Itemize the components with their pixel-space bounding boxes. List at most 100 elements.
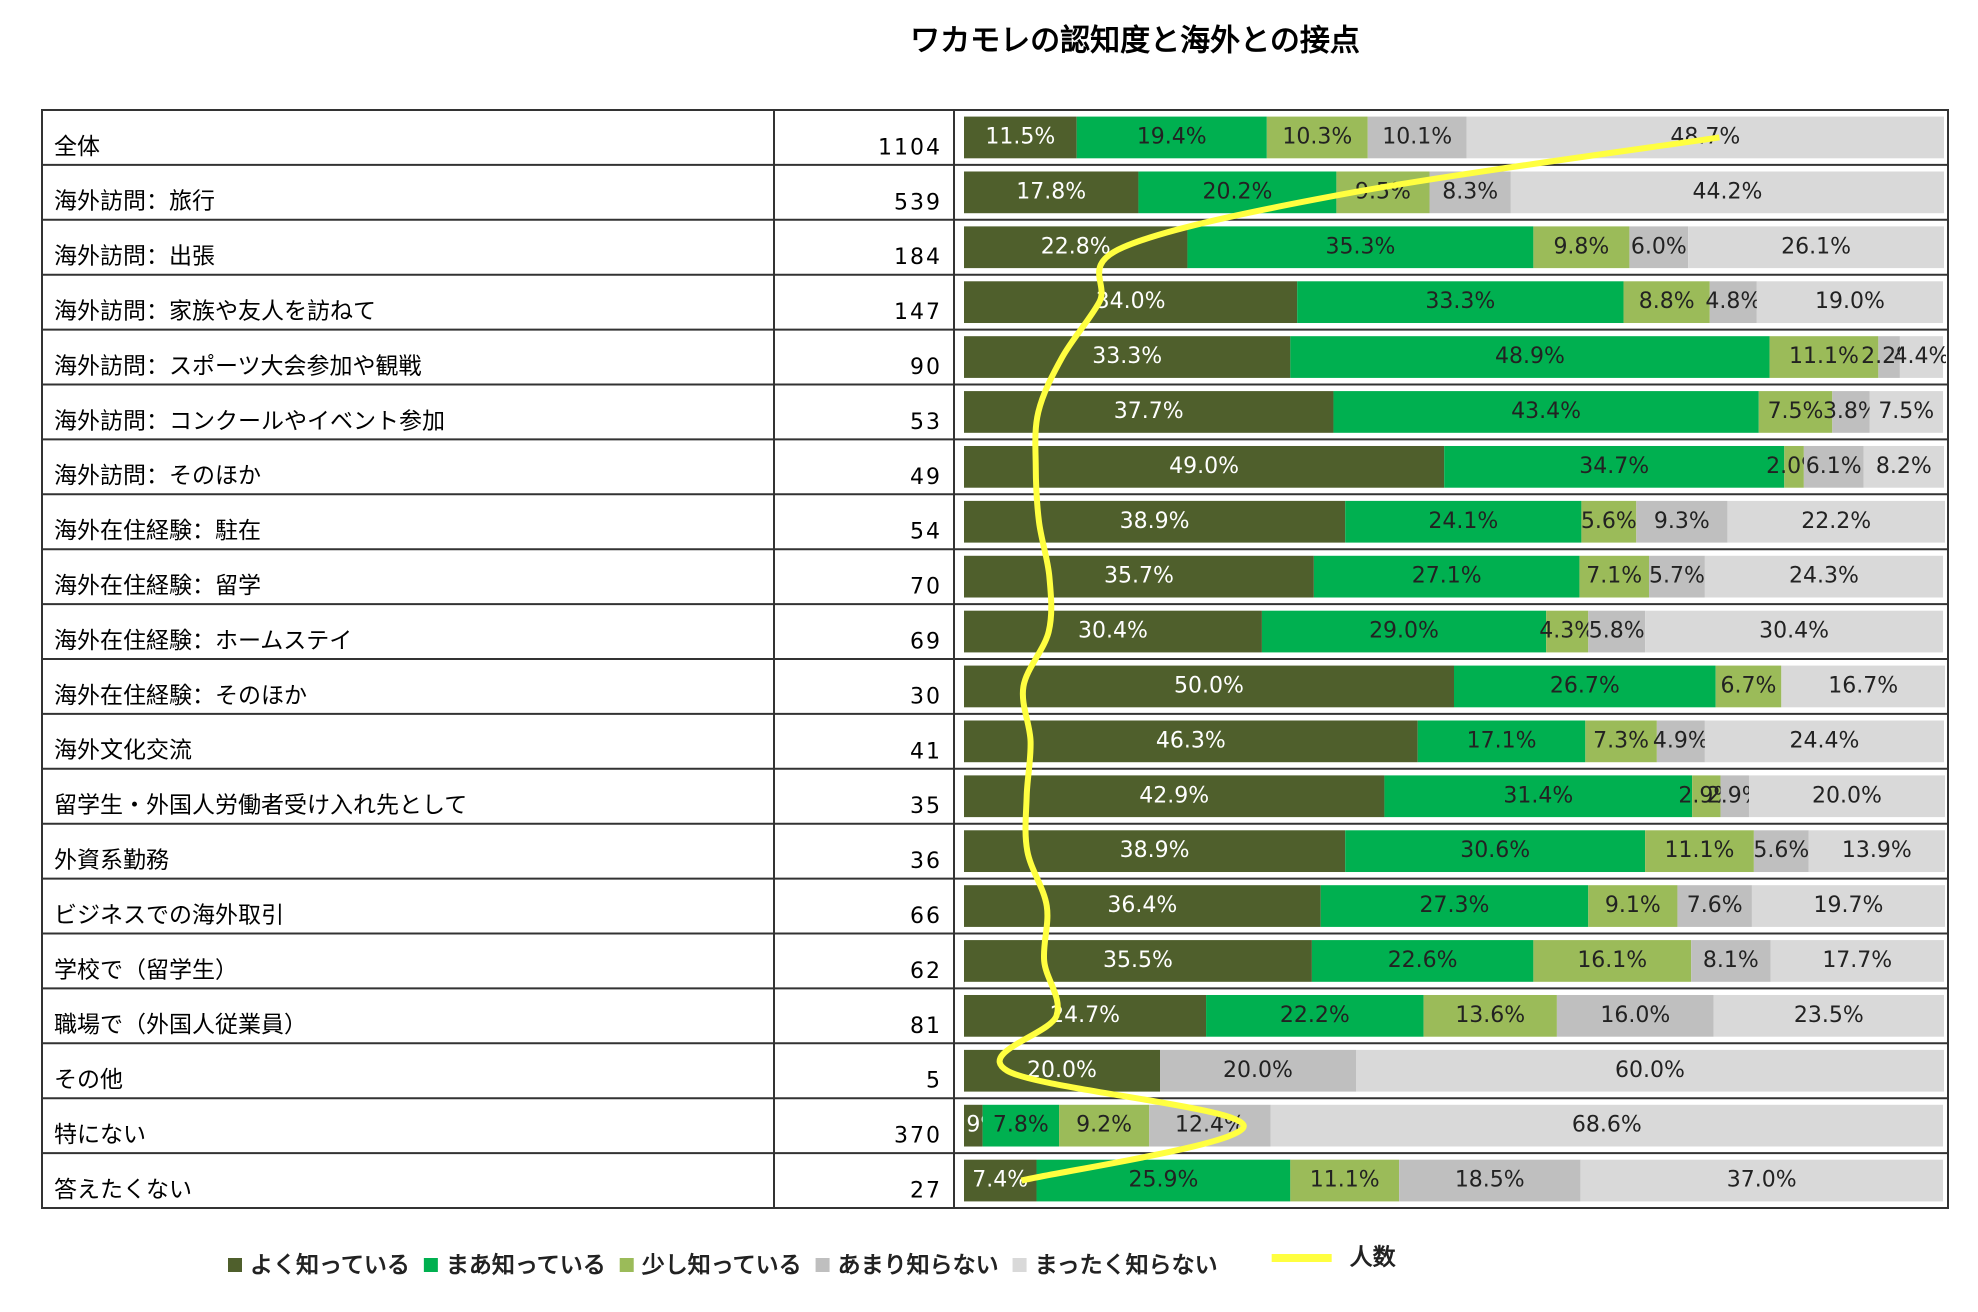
row-count: 66 (910, 904, 942, 929)
bar-segment (1715, 665, 1782, 708)
value-label: 8.8% (1639, 289, 1695, 314)
count-line (996, 134, 1720, 1184)
bar-segment (1832, 391, 1870, 433)
bar-segment (964, 885, 1321, 927)
value-label: 68.6% (1572, 1113, 1642, 1138)
row-count: 30 (910, 684, 942, 709)
value-label: 22.2% (1801, 509, 1871, 534)
value-label: 27.1% (1412, 564, 1482, 589)
row-count: 70 (910, 575, 942, 600)
bar-segment (1367, 116, 1467, 159)
legend-label: 人数 (1350, 1245, 1397, 1271)
row-label: 海外在住経験：留学 (54, 573, 261, 599)
value-label: 24.1% (1428, 509, 1498, 534)
value-label: 44.2% (1692, 179, 1762, 204)
value-label: 24.4% (1789, 728, 1859, 753)
value-label: 9.2% (1076, 1113, 1132, 1138)
value-label: 6.1% (1806, 454, 1862, 479)
value-label: 7.5% (1878, 399, 1934, 424)
value-label: 8.1% (1703, 948, 1759, 973)
row-count: 54 (910, 520, 942, 545)
bar-segment (1313, 555, 1580, 598)
value-label: 34.0% (1096, 289, 1166, 314)
bar-segment (1758, 391, 1833, 433)
bar-segment (1713, 994, 1944, 1037)
row-label: 海外訪問：家族や友人を訪ねて (54, 299, 376, 325)
row-count: 41 (910, 739, 942, 764)
value-label: 4.4% (1894, 344, 1950, 369)
row-count: 35 (910, 794, 942, 819)
legend-label: まあ知っている (446, 1252, 606, 1279)
bar-segment (1423, 994, 1557, 1037)
value-label: 7.1% (1586, 564, 1642, 589)
bar-segment (1076, 116, 1267, 159)
legend-label: あまり知らない (838, 1252, 999, 1279)
bar-segment (1546, 610, 1589, 653)
bar-segment (1261, 610, 1547, 653)
value-label: 30.4% (1759, 619, 1829, 644)
bar-segment (1333, 391, 1759, 433)
bar-segment (1704, 720, 1944, 763)
value-label: 9.3% (1654, 509, 1710, 534)
value-label: 20.0% (1812, 783, 1882, 808)
value-label: 5.6% (1581, 509, 1637, 534)
value-label: 23.5% (1794, 1003, 1864, 1028)
bar-segment (1320, 885, 1589, 927)
value-label: 38.9% (1120, 509, 1190, 534)
row-label: 海外訪問：コンクールやイベント参加 (54, 408, 445, 434)
legend-swatch (1012, 1258, 1027, 1272)
value-label: 8.2% (1876, 454, 1932, 479)
row-label: その他 (54, 1067, 123, 1093)
bar-segment (1709, 281, 1757, 324)
row-label: 海外訪問：旅行 (54, 189, 215, 215)
bar-segment (1784, 445, 1804, 488)
bar-segment (1769, 336, 1879, 378)
value-label: 7.5% (1768, 399, 1824, 424)
row-count: 1104 (878, 135, 942, 160)
value-label: 26.1% (1781, 234, 1851, 259)
value-label: 7.6% (1687, 893, 1743, 918)
bar-segment (1579, 555, 1650, 598)
row-label: 答えたくない (54, 1177, 192, 1203)
row-count: 5 (926, 1069, 942, 1094)
bar-segment (982, 1104, 1060, 1147)
bar-segment (1266, 116, 1368, 159)
value-label: 43.4% (1511, 399, 1581, 424)
value-label: 24.7% (1050, 1003, 1120, 1028)
bar-segment (1160, 1049, 1356, 1092)
row-count: 81 (910, 1014, 942, 1039)
bar-segment (1692, 775, 1721, 818)
bar-segment (964, 940, 1312, 982)
value-label: 20.2% (1202, 179, 1272, 204)
bar-segment (1580, 1159, 1944, 1202)
row-label: 留学生・外国人労働者受け入れ先として (54, 793, 467, 819)
bar-segment (1138, 171, 1337, 214)
row-count: 90 (910, 355, 942, 380)
value-label: 34.7% (1579, 454, 1649, 479)
value-label: 30.4% (1078, 619, 1148, 644)
value-label: 33.3% (1092, 344, 1162, 369)
value-label: 4.3% (1539, 619, 1595, 644)
bar-segment (1751, 885, 1945, 927)
bar-segment (1399, 1159, 1581, 1202)
bar-segment (1533, 940, 1692, 982)
value-label: 10.1% (1382, 124, 1452, 149)
bar-segment (964, 445, 1445, 488)
value-label: 9.8% (1553, 234, 1609, 259)
value-label: 26.7% (1550, 673, 1620, 698)
bar-segment (1691, 940, 1771, 982)
value-label: 35.7% (1104, 564, 1174, 589)
value-label: 8.3% (1442, 179, 1498, 204)
row-label: 海外在住経験：そのほか (54, 683, 307, 709)
row-count: 184 (894, 245, 942, 270)
bar-segment (1556, 994, 1714, 1037)
bar-segment (1899, 336, 1944, 378)
row-label: 外資系勤務 (54, 848, 169, 874)
legend-swatch (619, 1258, 634, 1272)
bar-segment (1720, 775, 1749, 818)
bar-segment (1059, 1104, 1150, 1147)
value-label: 36.4% (1107, 893, 1177, 918)
bar-segment (964, 171, 1139, 214)
bar-segment (1677, 885, 1752, 927)
value-label: 11.5% (985, 124, 1055, 149)
